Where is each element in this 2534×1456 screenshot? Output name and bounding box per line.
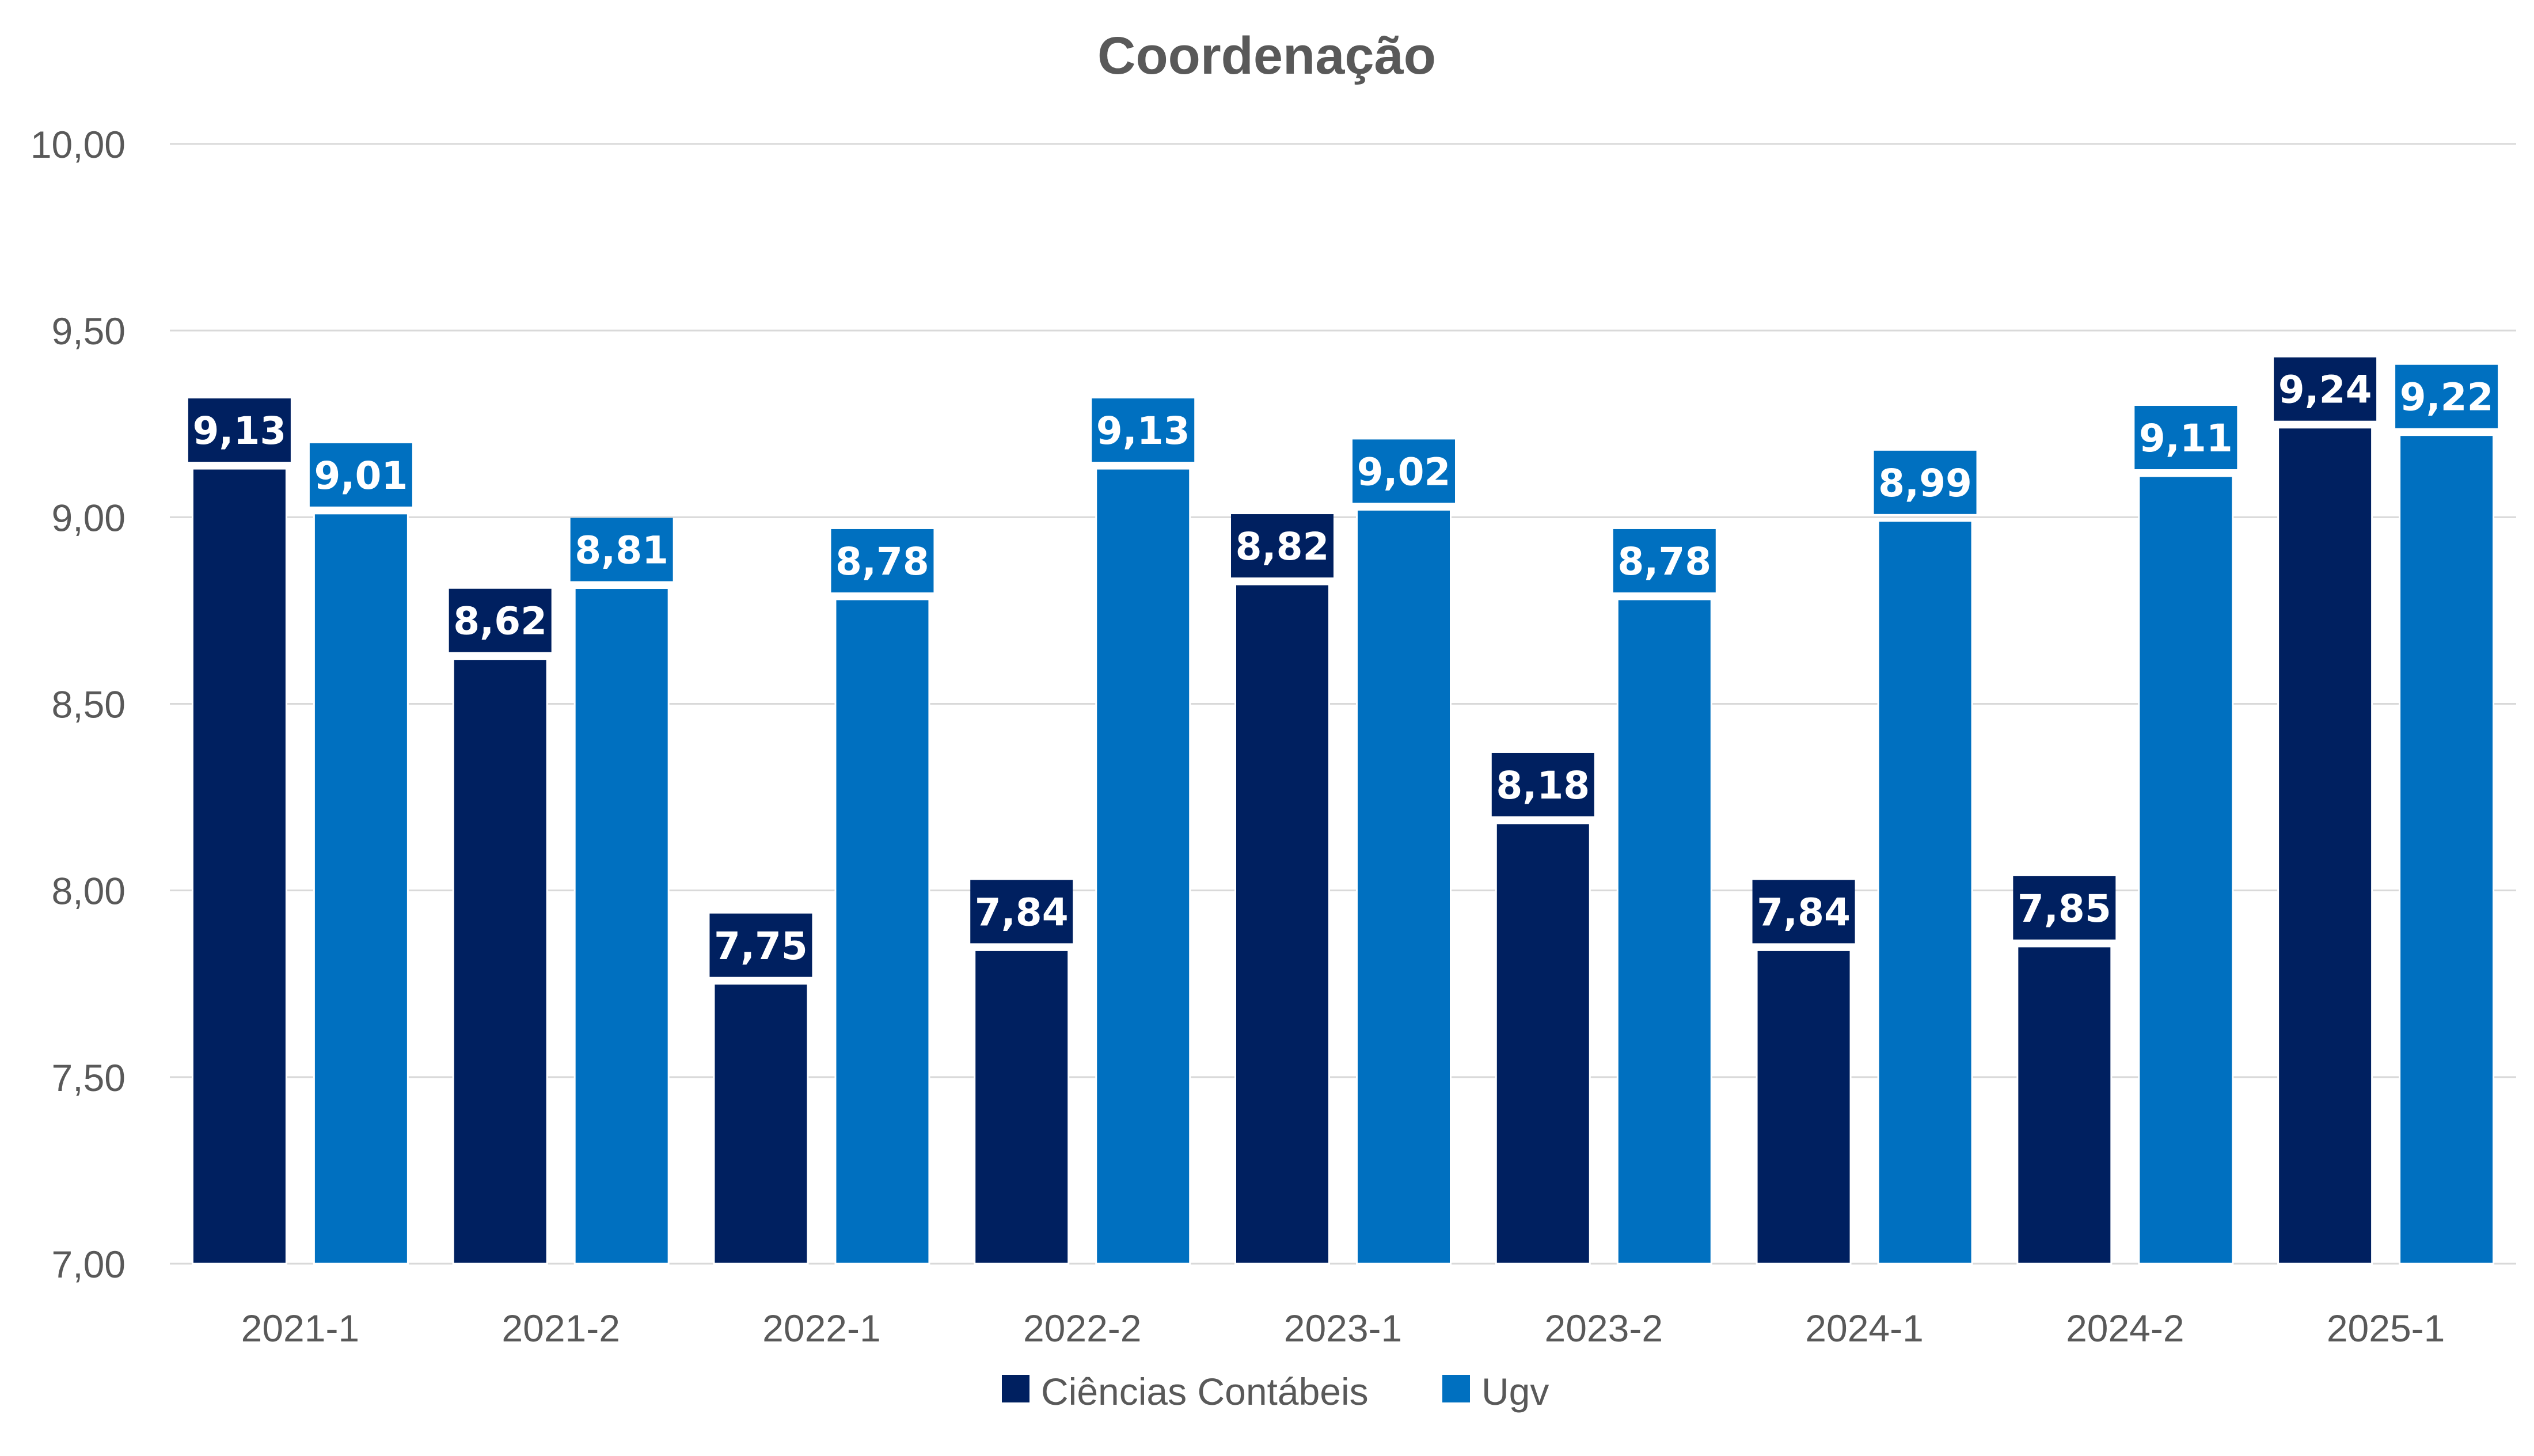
data-label: 7,84 (975, 890, 1069, 934)
legend-label-ugv: Ugv (1481, 1370, 1549, 1413)
data-label-box (831, 529, 934, 592)
data-label-box (2134, 406, 2237, 470)
data-label-box (1092, 398, 1195, 462)
bar-ugv-2025-1 (2399, 434, 2495, 1265)
data-labels: 9,13 9,01 8,62 8,81 7,75 8,78 7,84 9,13 8,82 9,02… (188, 357, 2498, 977)
x-tick-label: 2025-1 (2327, 1307, 2445, 1349)
bar-ciencias-contabeis-2022-1 (713, 983, 809, 1265)
y-tick-label: 9,50 (52, 310, 126, 352)
data-label-box (709, 913, 812, 977)
data-label-box (970, 880, 1073, 944)
x-tick-label: 2024-1 (1805, 1307, 1924, 1349)
bar-ciencias-contabeis-2023-2 (1495, 822, 1591, 1265)
x-tick-label: 2021-2 (502, 1307, 620, 1349)
data-label: 9,01 (314, 454, 408, 498)
data-label: 8,78 (1617, 539, 1711, 584)
gridlines (170, 143, 2516, 1265)
x-tick-label: 2021-1 (241, 1307, 360, 1349)
bar-ugv-2023-2 (1616, 598, 1712, 1265)
y-tick-label: 7,50 (52, 1056, 126, 1099)
bars (191, 427, 2495, 1265)
data-label-box (1752, 880, 1855, 944)
data-label: 8,81 (575, 529, 668, 573)
data-label: 8,18 (1496, 763, 1590, 808)
x-tick-label: 2022-2 (1023, 1307, 1142, 1349)
x-tick-label: 2022-1 (762, 1307, 881, 1349)
data-label: 8,82 (1236, 524, 1329, 569)
data-label-box (1613, 529, 1716, 592)
y-axis-ticks: 7,00 7,50 8,00 8,50 9,00 9,50 10,00 (31, 123, 126, 1286)
data-label-box (1353, 439, 1455, 503)
data-label-box (1231, 514, 1334, 578)
legend: Ciências Contábeis Ugv (1002, 1370, 1549, 1413)
data-label-box (188, 398, 291, 462)
bar-ugv-2024-1 (1877, 520, 1973, 1265)
data-label: 8,78 (835, 539, 929, 584)
x-tick-label: 2024-2 (2066, 1307, 2185, 1349)
bar-ugv-2021-1 (313, 512, 409, 1265)
bar-ciencias-contabeis-2021-1 (191, 467, 287, 1265)
data-label-box (2013, 876, 2116, 940)
data-label: 9,11 (2139, 416, 2233, 461)
data-label-box (1874, 450, 1977, 514)
bar-ciencias-contabeis-2022-2 (974, 949, 1070, 1265)
x-tick-label: 2023-1 (1284, 1307, 1403, 1349)
y-tick-label: 10,00 (31, 123, 126, 166)
data-label: 9,02 (1357, 450, 1451, 494)
data-label: 7,75 (714, 924, 808, 968)
bar-ciencias-contabeis-2025-1 (2277, 427, 2373, 1265)
legend-label-ciencias-contabeis: Ciências Contábeis (1041, 1370, 1369, 1413)
bar-ciencias-contabeis-2024-1 (1756, 949, 1852, 1265)
bar-ciencias-contabeis-2023-1 (1234, 583, 1330, 1265)
bar-ugv-2024-2 (2138, 475, 2234, 1265)
x-tick-label: 2023-2 (1545, 1307, 1663, 1349)
bar-ugv-2022-1 (834, 598, 930, 1265)
y-tick-label: 8,50 (52, 683, 126, 726)
data-label: 7,84 (1757, 890, 1851, 934)
data-label-box (570, 518, 673, 581)
data-label: 9,13 (1096, 409, 1190, 453)
bar-ciencias-contabeis-2024-2 (2016, 945, 2113, 1265)
data-label-box (309, 443, 412, 507)
x-axis-ticks: 2021-1 2021-2 2022-1 2022-2 2023-1 2023-2 2024… (241, 1307, 2445, 1349)
bar-ciencias-contabeis-2021-2 (452, 658, 548, 1265)
data-label: 9,13 (192, 409, 286, 453)
data-label: 7,85 (2018, 887, 2111, 931)
data-label-box (2274, 357, 2377, 421)
data-label-box (449, 588, 552, 652)
data-label: 9,22 (2400, 375, 2494, 420)
data-label: 9,24 (2278, 368, 2372, 412)
y-tick-label: 9,00 (52, 496, 126, 539)
chart-title: Coordenação (1097, 26, 1436, 85)
y-tick-label: 8,00 (52, 870, 126, 913)
data-label-box (2395, 364, 2498, 428)
bar-ugv-2023-1 (1356, 508, 1452, 1265)
legend-swatch-ciencias-contabeis (1002, 1375, 1029, 1402)
y-tick-label: 7,00 (52, 1243, 126, 1286)
data-label: 8,99 (1878, 461, 1972, 505)
legend-swatch-ugv (1442, 1375, 1470, 1402)
bar-ugv-2022-2 (1095, 467, 1191, 1265)
data-label-box (1491, 752, 1594, 816)
bar-ugv-2021-2 (573, 587, 670, 1265)
data-label: 8,62 (453, 599, 547, 644)
